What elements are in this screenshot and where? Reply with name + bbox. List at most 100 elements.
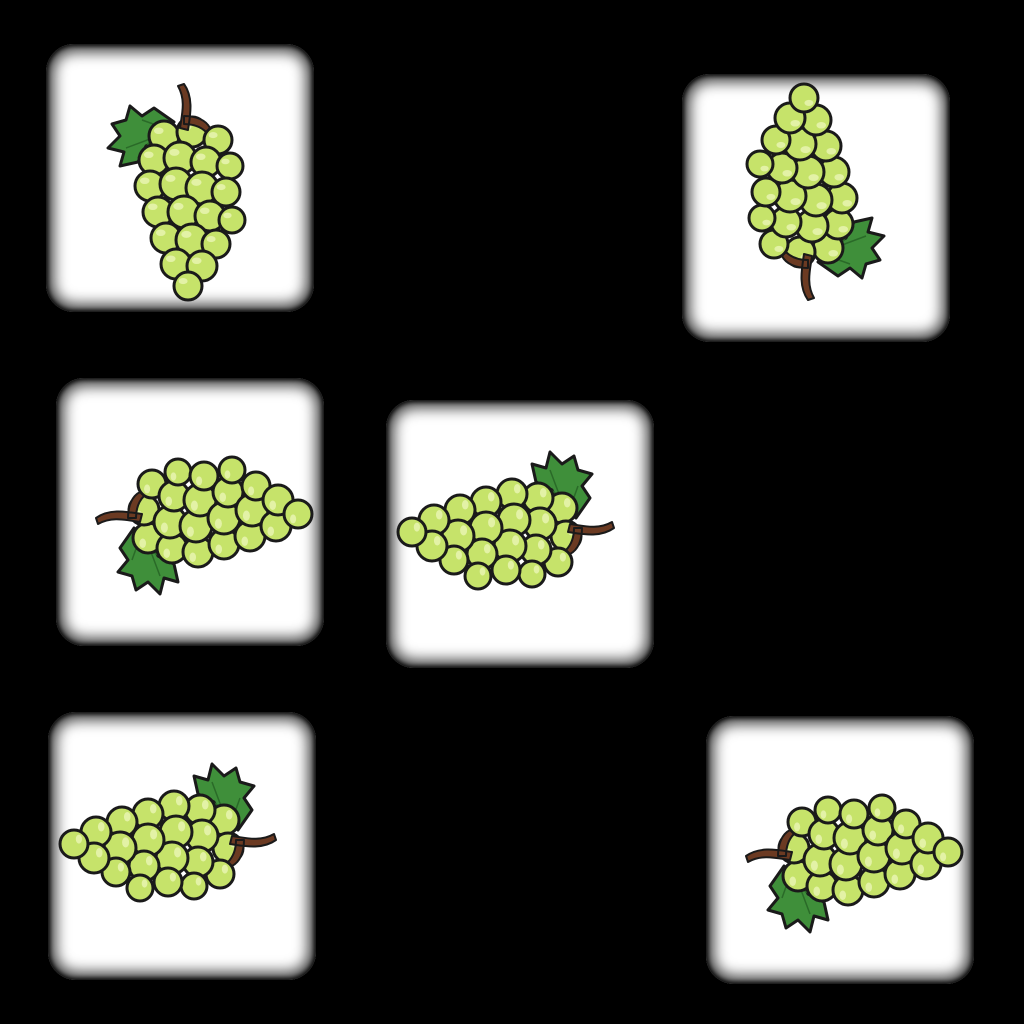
grape-highlight bbox=[165, 255, 176, 263]
grape-highlight bbox=[479, 567, 486, 576]
grape-highlight bbox=[153, 127, 164, 135]
grape-highlight bbox=[201, 799, 209, 810]
grape-highlight bbox=[786, 223, 797, 231]
grape-highlight bbox=[160, 522, 168, 533]
grape-berry bbox=[463, 561, 493, 591]
grape-berry bbox=[747, 203, 777, 233]
grape-highlight bbox=[181, 230, 192, 238]
memory-tile[interactable] bbox=[682, 74, 950, 342]
grape-highlight bbox=[150, 829, 158, 840]
grape-highlight bbox=[810, 860, 818, 871]
grape-highlight bbox=[173, 202, 184, 210]
grape-highlight bbox=[143, 151, 154, 159]
grape-highlight bbox=[174, 847, 182, 858]
grape-highlight bbox=[516, 509, 524, 520]
grape-highlight bbox=[917, 864, 925, 875]
grape-highlight bbox=[208, 132, 218, 139]
grape-stem bbox=[95, 491, 145, 525]
grape-bunch bbox=[95, 455, 314, 596]
grape-highlight bbox=[196, 476, 203, 486]
grape-berry bbox=[813, 795, 843, 825]
grape-highlight bbox=[435, 509, 443, 520]
grape-highlight bbox=[813, 886, 821, 897]
grape-highlight bbox=[812, 228, 823, 236]
grape-highlight bbox=[169, 148, 180, 156]
grape-highlight bbox=[195, 153, 206, 161]
grape-highlight bbox=[290, 514, 297, 524]
memory-tile[interactable] bbox=[48, 712, 316, 980]
grape-highlight bbox=[141, 879, 148, 888]
grape-bunch bbox=[745, 82, 886, 301]
grape-highlight bbox=[919, 838, 927, 849]
grape-highlight bbox=[864, 856, 872, 867]
grape-berry bbox=[788, 82, 820, 114]
grape-highlight bbox=[487, 491, 495, 502]
grape-highlight bbox=[898, 824, 905, 834]
grape-berry bbox=[172, 270, 204, 302]
grape-highlight bbox=[225, 809, 233, 820]
grape-bunch-icon bbox=[745, 793, 964, 934]
grape-highlight bbox=[461, 499, 469, 510]
grape-highlight bbox=[75, 834, 82, 844]
grape-highlight bbox=[865, 882, 873, 893]
grape-highlight bbox=[892, 848, 900, 859]
grape-highlight bbox=[782, 169, 793, 177]
grape-stem bbox=[565, 521, 615, 555]
grape-berry bbox=[179, 871, 209, 901]
grape-highlight bbox=[139, 177, 150, 185]
grape-highlight bbox=[762, 219, 771, 226]
grape-highlight bbox=[869, 830, 877, 841]
grape-bunch-icon bbox=[58, 762, 277, 903]
memory-tile[interactable] bbox=[56, 378, 324, 646]
grape-bunch bbox=[58, 762, 277, 903]
grape-berry bbox=[58, 828, 90, 860]
grape-highlight bbox=[840, 838, 848, 849]
grape-stem bbox=[227, 833, 277, 867]
grape-highlight bbox=[774, 245, 784, 252]
grape-highlight bbox=[455, 550, 462, 560]
grape-highlight bbox=[533, 565, 540, 574]
grape-highlight bbox=[199, 207, 210, 215]
grape-highlight bbox=[808, 174, 819, 182]
grape-highlight bbox=[149, 803, 157, 814]
grape-highlight bbox=[836, 864, 844, 875]
grape-berry bbox=[517, 559, 547, 589]
grape-highlight bbox=[838, 225, 849, 233]
grape-stem bbox=[745, 829, 795, 863]
grape-berry bbox=[125, 873, 155, 903]
grape-highlight bbox=[117, 862, 124, 872]
grape-bunch-icon bbox=[396, 450, 615, 591]
memory-tile[interactable] bbox=[706, 716, 974, 984]
grape-highlight bbox=[189, 552, 197, 563]
grape-highlight bbox=[539, 487, 547, 498]
grape-highlight bbox=[800, 146, 811, 154]
grape-highlight bbox=[826, 147, 837, 155]
grape-highlight bbox=[891, 874, 899, 885]
grape-highlight bbox=[139, 538, 147, 549]
grape-highlight bbox=[206, 236, 216, 243]
grape-highlight bbox=[204, 825, 212, 836]
memory-tile[interactable] bbox=[46, 44, 314, 312]
grape-highlight bbox=[940, 852, 947, 862]
grape-highlight bbox=[834, 173, 845, 181]
grape-highlight bbox=[199, 851, 207, 862]
grape-bunch-icon bbox=[95, 455, 314, 596]
memory-tile[interactable] bbox=[386, 400, 654, 668]
grape-highlight bbox=[191, 178, 202, 186]
grape-highlight bbox=[190, 500, 198, 511]
grape-bunch-icon bbox=[106, 83, 247, 302]
grape-berry bbox=[932, 836, 964, 868]
grape-stem bbox=[781, 251, 815, 301]
grape-berry bbox=[745, 149, 775, 179]
grape-highlight bbox=[191, 257, 202, 265]
grape-highlight bbox=[488, 517, 496, 528]
grape-highlight bbox=[248, 486, 255, 496]
grape-highlight bbox=[223, 212, 232, 219]
grape-highlight bbox=[483, 543, 491, 554]
grape-highlight bbox=[97, 821, 105, 832]
grape-berry bbox=[867, 793, 897, 823]
grape-highlight bbox=[147, 203, 158, 211]
grape-highlight bbox=[163, 548, 171, 559]
grape-highlight bbox=[165, 496, 173, 507]
